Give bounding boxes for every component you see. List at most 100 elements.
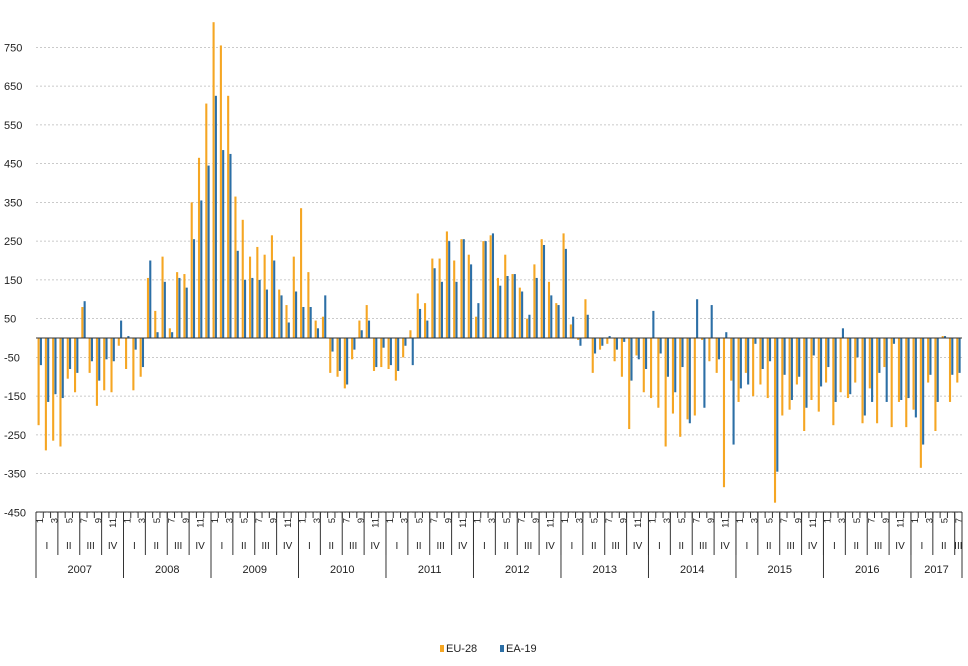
bar-eu-28 [482, 241, 485, 339]
bar-ea-19 [528, 314, 531, 338]
bar-ea-19 [922, 338, 925, 445]
bar-eu-28 [183, 274, 186, 338]
quarter-label: I [46, 541, 49, 552]
bar-ea-19 [470, 264, 473, 339]
month-tick-label: 9 [181, 518, 192, 523]
bar-eu-28 [95, 338, 98, 406]
bar-ea-19 [484, 241, 487, 339]
quarter-label: I [221, 541, 224, 552]
month-tick-label: 3 [575, 518, 586, 523]
bar-eu-28 [598, 338, 602, 350]
quarter-label: I [396, 541, 399, 552]
quarter-label: I [571, 541, 574, 552]
quarter-label: III [174, 541, 182, 552]
y-tick-label: -450 [4, 507, 26, 519]
month-tick-label: 5 [677, 518, 688, 523]
bar-ea-19 [666, 338, 669, 377]
month-tick-label: 5 [327, 518, 338, 523]
quarter-label: IV [720, 541, 730, 552]
month-tick-label: 7 [341, 518, 352, 523]
bar-eu-28 [511, 274, 514, 338]
bar-ea-19 [878, 338, 881, 373]
bar-eu-28 [416, 293, 419, 338]
bar-ea-19 [754, 338, 757, 344]
bar-eu-28 [241, 219, 244, 338]
bar-ea-19 [273, 260, 276, 338]
month-tick-label: 1 [385, 518, 396, 523]
y-axis-tick-labels: -450 -350 -250 -150 -50 50 150 250 350 450 550 650 7… [4, 42, 26, 519]
bar-eu-28 [300, 208, 303, 338]
month-tick-label: 9 [881, 518, 892, 523]
quarter-label: I [308, 541, 311, 552]
quarter-label: II [766, 541, 772, 552]
quarter-label: I [833, 541, 836, 552]
bar-eu-28 [737, 338, 740, 402]
month-tick-label: 3 [487, 518, 498, 523]
quarter-label: II [504, 541, 510, 552]
bar-ea-19 [623, 338, 626, 342]
bar-eu-28 [88, 338, 91, 373]
bar-eu-28 [496, 277, 499, 338]
bar-ea-19 [98, 338, 101, 381]
bar-eu-28 [314, 320, 317, 338]
bar-ea-19 [812, 338, 815, 356]
bar-ea-19 [637, 338, 640, 360]
bar-eu-28 [125, 338, 128, 369]
bar-eu-28 [336, 338, 339, 377]
quarter-label: II [591, 541, 597, 552]
bar-eu-28 [861, 338, 864, 424]
month-tick-label: 7 [254, 518, 265, 523]
quarter-label: III [611, 541, 619, 552]
bar-ea-19 [244, 279, 247, 339]
quarter-label: III [954, 541, 962, 552]
quarter-label: IV [633, 541, 643, 552]
year-label: 2017 [924, 564, 948, 576]
year-label: 2008 [155, 564, 179, 576]
bar-ea-19 [907, 338, 910, 399]
month-tick-label: 11 [108, 518, 119, 528]
x-axis: 1 3 5 7 9 11 1 3 5 7 9 11 1 3 5 7 9 11 1 3 5 7 9 11 1 3 5 7 9 11 1 3 5 7 9… [35, 337, 965, 578]
year-label: 2016 [855, 564, 879, 576]
bar-ea-19 [287, 322, 290, 338]
bar-eu-28 [256, 246, 259, 338]
bar-ea-19 [426, 320, 429, 338]
month-tick-label: 11 [458, 518, 469, 528]
quarter-label: II [416, 541, 422, 552]
bar-ea-19 [309, 307, 312, 338]
month-tick-label: 1 [298, 518, 309, 523]
quarter-label: IV [895, 541, 905, 552]
bar-eu-28 [650, 338, 653, 399]
quarter-label: III [349, 541, 357, 552]
month-tick-label: 7 [79, 518, 90, 523]
bar-eu-28 [905, 338, 908, 428]
bar-ea-19 [645, 338, 648, 369]
bar-eu-28 [620, 338, 623, 377]
bar-ea-19 [171, 332, 174, 338]
bar-ea-19 [156, 332, 159, 338]
quarter-label: IV [195, 541, 205, 552]
bar-eu-28 [59, 338, 62, 447]
bar-eu-28 [927, 338, 930, 383]
month-tick-label: 11 [808, 518, 819, 528]
bar-ea-19 [185, 287, 188, 339]
bar-eu-28 [759, 338, 762, 385]
bar-ea-19 [178, 277, 181, 338]
year-label: 2007 [68, 564, 92, 576]
year-label: 2012 [505, 564, 529, 576]
quarter-label: I [133, 541, 136, 552]
bar-eu-28 [219, 45, 222, 338]
bar-ea-19 [914, 338, 917, 418]
bar-eu-28 [351, 338, 354, 360]
bar-ea-19 [747, 338, 750, 385]
bar-ea-19 [251, 277, 254, 338]
y-tick-label: 250 [4, 236, 22, 248]
quarter-label: II [329, 541, 335, 552]
y-tick-label: 150 [4, 275, 22, 287]
month-tick-label: 3 [400, 518, 411, 523]
bar-ea-19 [39, 338, 42, 366]
month-tick-label: 1 [123, 518, 134, 523]
quarter-label: I [658, 541, 661, 552]
year-label: 2011 [418, 564, 442, 576]
bar-eu-28 [868, 338, 871, 389]
bar-ea-19 [761, 338, 764, 369]
